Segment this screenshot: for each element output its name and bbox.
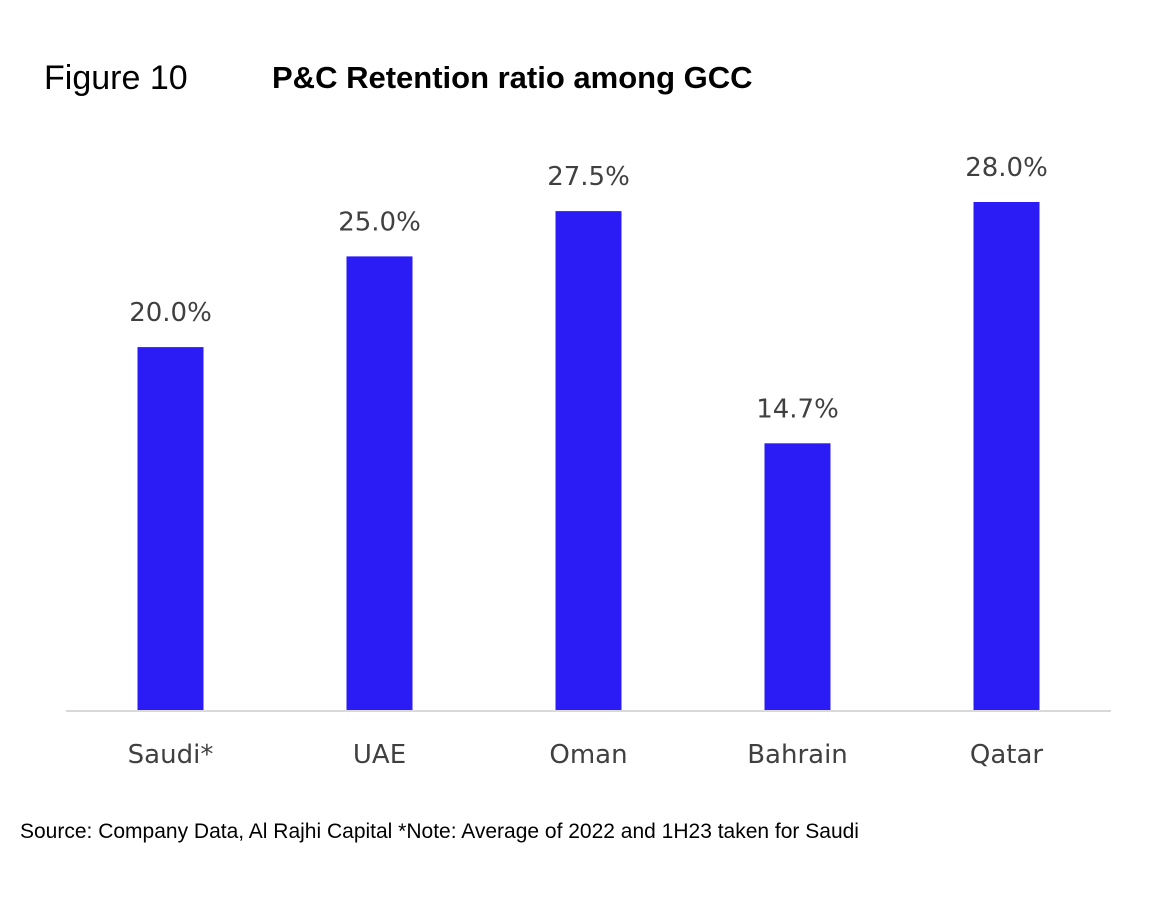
x-tick-labels-group: Saudi* UAE Oman Bahrain Qatar xyxy=(128,740,1044,770)
figure-header: Figure 10 P&C Retention ratio among GCC xyxy=(44,56,753,100)
bars-group xyxy=(137,202,1040,710)
data-label-oman: 27.5% xyxy=(547,162,630,192)
x-tick-label-oman: Oman xyxy=(549,740,627,770)
x-tick-label-saudi: Saudi* xyxy=(128,740,214,770)
data-label-qatar: 28.0% xyxy=(965,153,1048,183)
source-note: Source: Company Data, Al Rajhi Capital *… xyxy=(20,820,859,843)
bar-saudi xyxy=(137,347,204,710)
bar-uae xyxy=(346,256,413,710)
x-tick-label-uae: UAE xyxy=(353,740,406,770)
data-label-saudi: 20.0% xyxy=(129,298,212,328)
chart-title: P&C Retention ratio among GCC xyxy=(272,60,753,95)
bar-qatar xyxy=(973,202,1040,710)
x-tick-label-qatar: Qatar xyxy=(970,740,1044,770)
value-labels-group: 20.0% 25.0% 27.5% 14.7% 28.0% xyxy=(129,153,1048,424)
figure-label: Figure 10 xyxy=(44,58,188,97)
x-tick-label-bahrain: Bahrain xyxy=(747,740,848,770)
data-label-bahrain: 14.7% xyxy=(756,394,839,424)
bar-bahrain xyxy=(764,443,831,710)
bar-oman xyxy=(555,211,622,710)
data-label-uae: 25.0% xyxy=(338,207,421,237)
